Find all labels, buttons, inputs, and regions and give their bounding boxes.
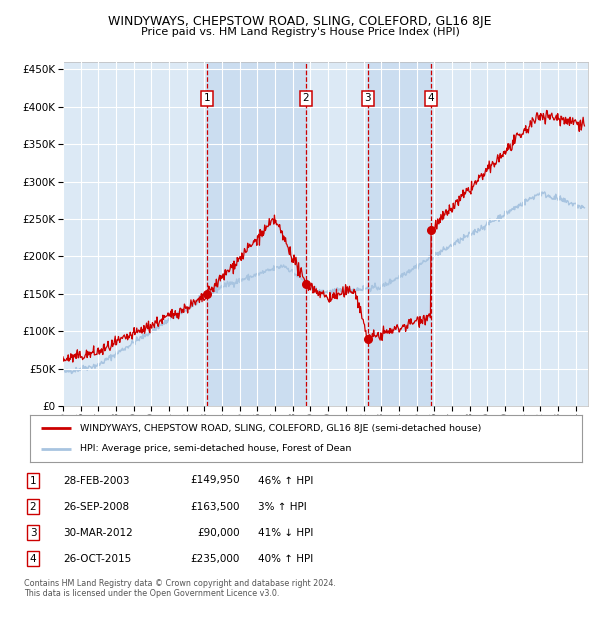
Bar	[368, 62, 431, 406]
Text: 30-MAR-2012: 30-MAR-2012	[63, 528, 133, 538]
Text: This data is licensed under the Open Government Licence v3.0.: This data is licensed under the Open Gov…	[24, 588, 280, 598]
Text: HPI: Average price, semi-detached house, Forest of Dean: HPI: Average price, semi-detached house,…	[80, 445, 351, 453]
Text: WINDYWAYS, CHEPSTOW ROAD, SLING, COLEFORD, GL16 8JE: WINDYWAYS, CHEPSTOW ROAD, SLING, COLEFOR…	[108, 16, 492, 29]
Text: 1: 1	[204, 93, 211, 103]
Bar	[207, 62, 306, 406]
Text: 4: 4	[29, 554, 37, 564]
Text: £235,000: £235,000	[191, 554, 240, 564]
Text: 3: 3	[29, 528, 37, 538]
Text: 28-FEB-2003: 28-FEB-2003	[63, 476, 130, 485]
Text: 41% ↓ HPI: 41% ↓ HPI	[258, 528, 313, 538]
Text: 26-OCT-2015: 26-OCT-2015	[63, 554, 131, 564]
Text: 26-SEP-2008: 26-SEP-2008	[63, 502, 129, 512]
Text: £149,950: £149,950	[190, 476, 240, 485]
Text: 40% ↑ HPI: 40% ↑ HPI	[258, 554, 313, 564]
Text: £90,000: £90,000	[197, 528, 240, 538]
Text: 46% ↑ HPI: 46% ↑ HPI	[258, 476, 313, 485]
Text: 2: 2	[302, 93, 309, 103]
Text: 3% ↑ HPI: 3% ↑ HPI	[258, 502, 307, 512]
Text: 2: 2	[29, 502, 37, 512]
Text: £163,500: £163,500	[191, 502, 240, 512]
Text: 3: 3	[365, 93, 371, 103]
Text: Contains HM Land Registry data © Crown copyright and database right 2024.: Contains HM Land Registry data © Crown c…	[24, 578, 336, 588]
Text: 1: 1	[29, 476, 37, 485]
Text: WINDYWAYS, CHEPSTOW ROAD, SLING, COLEFORD, GL16 8JE (semi-detached house): WINDYWAYS, CHEPSTOW ROAD, SLING, COLEFOR…	[80, 424, 481, 433]
Text: 4: 4	[428, 93, 434, 103]
Text: Price paid vs. HM Land Registry's House Price Index (HPI): Price paid vs. HM Land Registry's House …	[140, 27, 460, 37]
